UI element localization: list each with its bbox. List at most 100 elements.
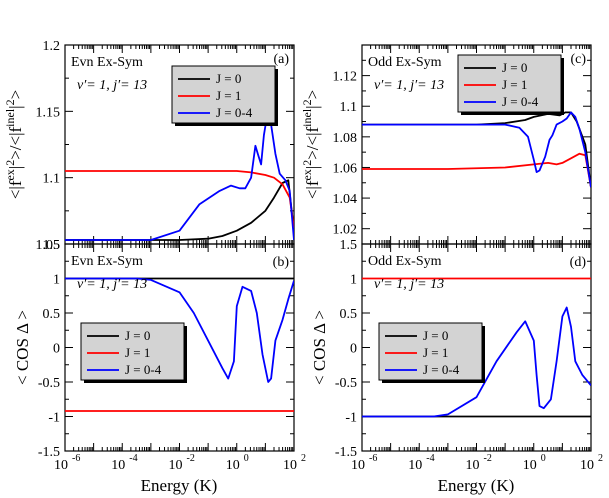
y-tick-label: 1.04: [333, 192, 358, 207]
x-tick-label: 10: [408, 458, 422, 473]
y-axis-label-part: >: [303, 90, 322, 100]
y-tick-label: 1.05: [36, 238, 61, 253]
y-axis-label-part: >/<|f: [303, 126, 322, 159]
y-tick-label: 1.12: [333, 70, 358, 85]
y-tick-label: 0.5: [340, 307, 358, 322]
y-axis-label-part: ex: [300, 169, 314, 180]
legend-a: J = 0 J = 1 J = 0-4: [171, 65, 278, 126]
x-tick-exponent: -4: [129, 453, 137, 464]
panel-title: Odd Ex-Sym: [368, 55, 442, 70]
y-tick-label: 1.1: [43, 172, 61, 187]
x-tick-label: 10: [466, 458, 480, 473]
y-tick-label: 0: [350, 342, 357, 357]
y-tick-label: 0: [53, 342, 60, 357]
panel-label: (b): [273, 255, 290, 270]
y-axis-label: < COS Δ >: [310, 310, 329, 385]
y-tick-label: -0.5: [335, 376, 357, 391]
x-axis-label-left: Energy (K): [141, 476, 218, 495]
panel-a: 1.05 1.1 1.15 1.2 Evn Ex-Sym v′= 1, j′= 13 (a)…: [3, 39, 295, 253]
y-axis-label: <|fex|2>/<|finel|2>: [300, 90, 322, 199]
panel-c: 1.02 1.04 1.06 1.08 1.1 1.12 Odd Ex-Sym v′= 1, …: [300, 44, 592, 245]
panel-label: (c): [570, 52, 586, 67]
y-tick-label: 1.02: [333, 223, 358, 238]
y-axis-label-part: inel: [300, 108, 314, 127]
legend-entry: J = 0-4: [502, 94, 539, 109]
legend-entry: J = 0-4: [423, 362, 460, 377]
y-axis-label: < COS Δ >: [13, 310, 32, 385]
panel-title: Evn Ex-Sym: [71, 254, 143, 269]
x-tick-exponent: -4: [426, 453, 434, 464]
x-tick-exponent: 2: [301, 453, 306, 464]
legend-entry: J = 1: [502, 77, 527, 92]
series-line-j04: [65, 107, 294, 241]
legend-entry: J = 0: [216, 71, 241, 86]
x-tick-exponent: -6: [72, 453, 80, 464]
x-tick-label: 10: [111, 458, 125, 473]
x-tick-label: 10: [226, 458, 240, 473]
x-tick-exponent: -2: [187, 453, 195, 464]
y-axis-label-part: 2: [300, 160, 314, 166]
panel-d: 10 -6 10 -4 10 -2 10 0 10 2 -1.5 -1 -0.5 0 0.5 1 1.5 Odd …: [310, 238, 603, 473]
x-tick-label: 10: [523, 458, 537, 473]
y-tick-label: -1: [48, 411, 60, 426]
x-tick-label: 10: [283, 458, 297, 473]
y-tick-label: 1.08: [333, 131, 358, 146]
panel-params: v′= 1, j′= 13: [374, 277, 444, 292]
y-tick-label: -1.5: [38, 445, 60, 460]
y-axis-label-part: inel: [3, 108, 17, 127]
y-tick-label: -1.5: [335, 445, 357, 460]
legend-c: J = 0 J = 1 J = 0-4: [457, 54, 564, 115]
y-tick-label: 1.2: [43, 39, 61, 54]
legend-entry: J = 0: [125, 328, 150, 343]
y-axis-label: <|fex|2>/<|finel|2>: [3, 90, 25, 199]
x-tick-exponent: -2: [484, 453, 492, 464]
y-axis-label-part: 2: [300, 99, 314, 105]
x-tick-label: 10: [169, 458, 183, 473]
series-line-j04: [65, 277, 294, 383]
panel-params: v′= 1, j′= 13: [374, 78, 444, 93]
x-tick-label: 10: [351, 458, 365, 473]
y-tick-label: 0.5: [43, 307, 61, 322]
x-tick-exponent: -6: [369, 453, 377, 464]
panel-params: v′= 1, j′= 13: [77, 277, 147, 292]
x-tick-label: 10: [54, 458, 68, 473]
series-line-j04: [362, 306, 591, 418]
legend-entry: J = 0: [423, 328, 448, 343]
y-axis-label-part: >/<|f: [6, 126, 25, 159]
y-axis-label-part: <|f: [6, 180, 25, 199]
legend-entry: J = 1: [125, 345, 150, 360]
y-tick-label: 1.15: [36, 105, 61, 120]
x-tick-exponent: 0: [244, 453, 249, 464]
y-axis-label-part: 2: [3, 99, 17, 105]
panel-label: (a): [273, 52, 289, 67]
legend-entry: J = 1: [216, 88, 241, 103]
x-axis-label-right: Energy (K): [438, 476, 515, 495]
y-tick-label: 1.1: [340, 100, 358, 115]
legend-entry: J = 0: [502, 60, 527, 75]
legend-d: J = 0 J = 1 J = 0-4: [378, 322, 485, 383]
panel-params: v′= 1, j′= 13: [77, 78, 147, 93]
y-tick-label: 1.06: [333, 161, 358, 176]
y-axis-label-part: |: [303, 105, 322, 108]
legend-entry: J = 1: [423, 345, 448, 360]
y-axis-label-part: ex: [3, 169, 17, 180]
x-tick-label: 10: [580, 458, 594, 473]
y-axis-label-part: 2: [3, 160, 17, 166]
x-tick-exponent: 0: [541, 453, 546, 464]
y-tick-label: 1: [53, 273, 60, 288]
panel-title: Evn Ex-Sym: [71, 55, 143, 70]
panel-b: 10 -6 10 -4 10 -2 10 0 10 2 -1.5 -1 -0.5 0 0.5 1 1.5 Evn …: [13, 238, 306, 473]
y-axis-label-part: |: [6, 166, 25, 169]
x-tick-exponent: 2: [598, 453, 603, 464]
y-tick-label: -0.5: [38, 376, 60, 391]
series-line-j04: [362, 111, 591, 188]
y-axis-label-part: |: [6, 105, 25, 108]
y-axis-label-part: <|f: [303, 180, 322, 199]
legend-entry: J = 0-4: [125, 362, 162, 377]
y-tick-label: 1: [350, 273, 357, 288]
y-tick-label: 1.5: [340, 238, 358, 253]
legend-b: J = 0 J = 1 J = 0-4: [80, 322, 187, 383]
series-line-j1: [65, 170, 294, 229]
y-axis-label-part: >: [6, 90, 25, 100]
